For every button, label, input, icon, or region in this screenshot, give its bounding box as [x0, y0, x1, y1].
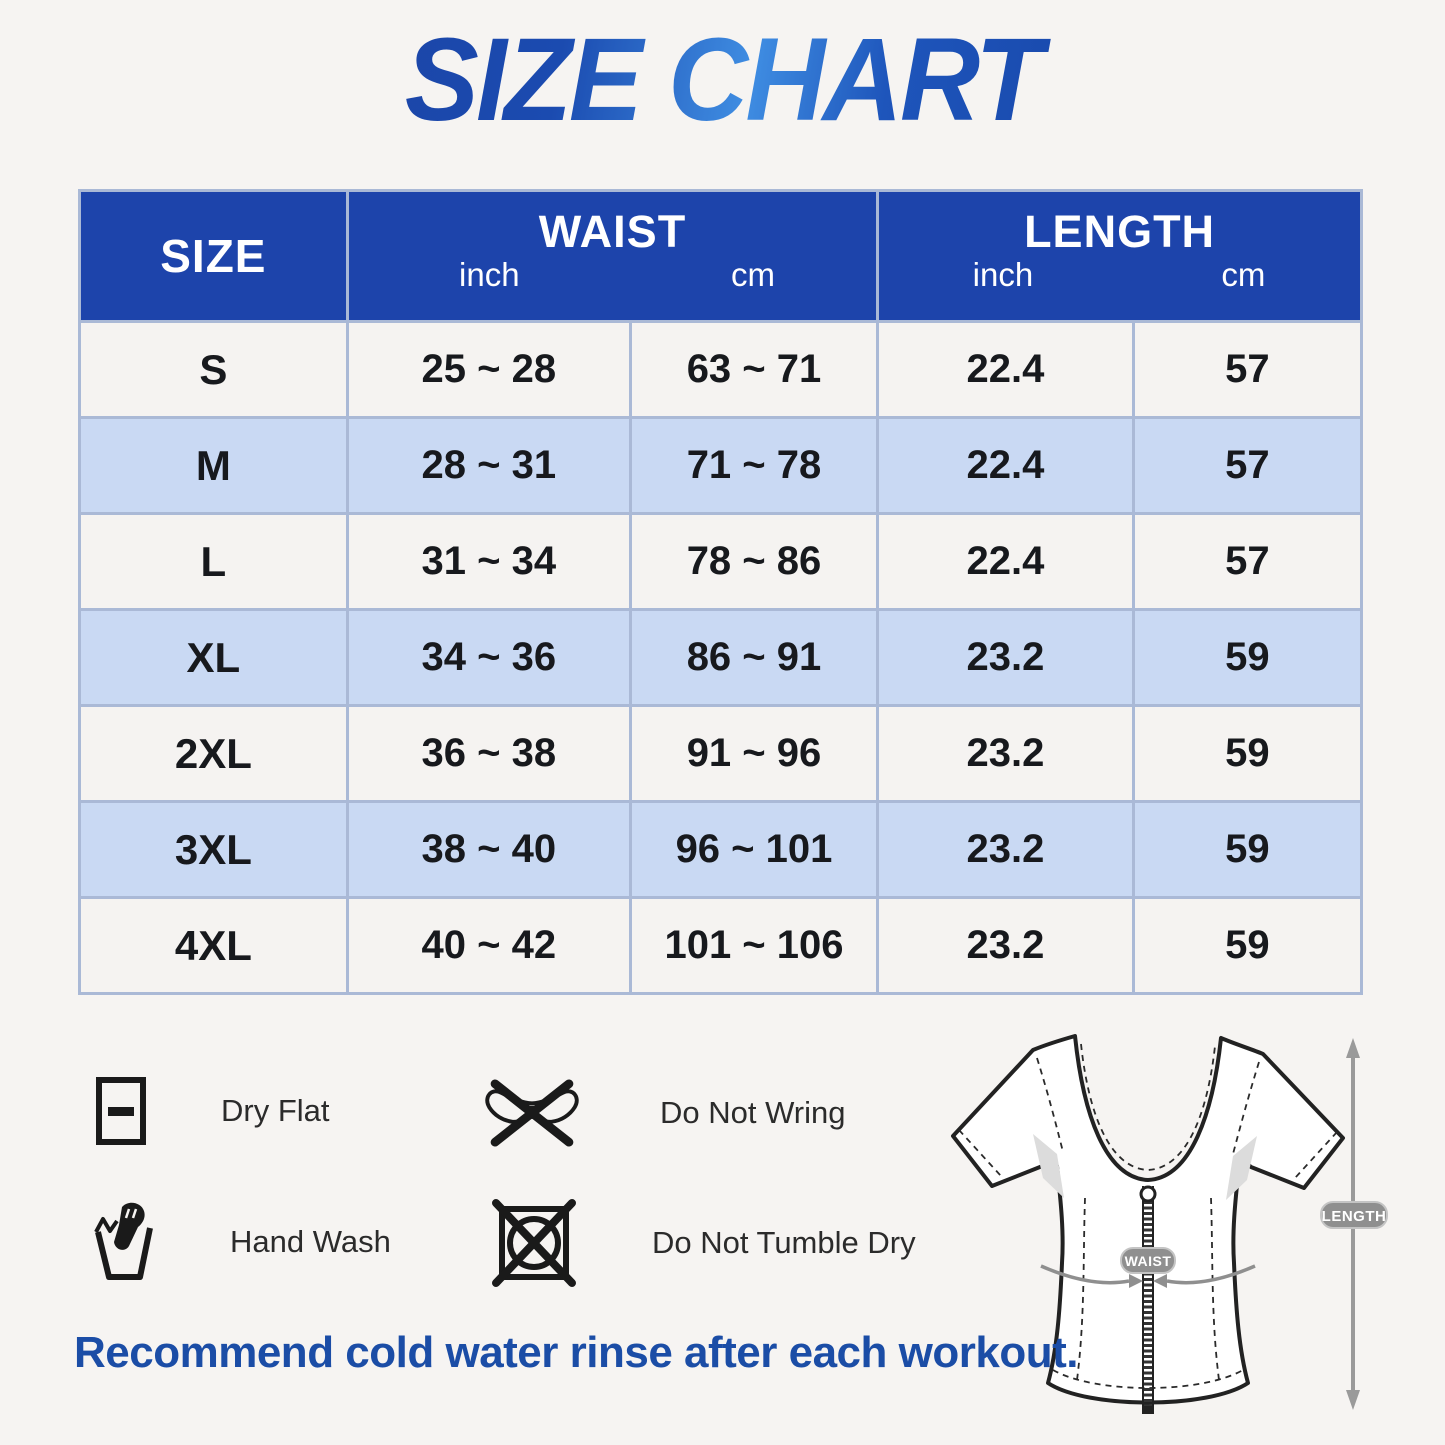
- length-badge-label: LENGTH: [1322, 1208, 1387, 1225]
- size-table: SIZE WAIST inch cm LENGTH inch cm S 25 ~…: [78, 189, 1363, 995]
- table-cell-size: 4XL: [81, 899, 346, 992]
- table-cell-length-inch: 23.2: [879, 611, 1132, 704]
- table-cell-waist-cm: 96 ~ 101: [631, 803, 877, 896]
- table-cell-waist-cm: 91 ~ 96: [631, 707, 877, 800]
- table-cell-size: M: [81, 419, 346, 512]
- table-cell-length-inch: 22.4: [879, 419, 1132, 512]
- length-inch-label: inch: [972, 256, 1034, 294]
- zipper: [1139, 1185, 1157, 1414]
- table-cell-length-cm: 57: [1134, 419, 1360, 512]
- garment-measure-diagram: LENGTH WAIST: [951, 1034, 1388, 1414]
- care-label: Do Not Tumble Dry: [652, 1225, 916, 1260]
- waist-badge: WAIST: [1120, 1247, 1176, 1274]
- care-item-dry-flat: Dry Flat: [95, 1076, 330, 1146]
- table-cell-size: S: [81, 323, 346, 416]
- column-header-waist: WAIST inch cm: [348, 192, 877, 320]
- length-cm-label: cm: [1221, 256, 1266, 294]
- length-badge: LENGTH: [1320, 1201, 1388, 1229]
- table-cell-waist-cm: 71 ~ 78: [631, 419, 877, 512]
- table-cell-waist-inch: 28 ~ 31: [348, 419, 629, 512]
- hand-wash-icon: [94, 1202, 153, 1280]
- table-cell-waist-inch: 34 ~ 36: [348, 611, 629, 704]
- care-item-do-not-tumble-dry: Do Not Tumble Dry: [490, 1198, 916, 1288]
- table-cell-waist-cm: 101 ~ 106: [631, 899, 877, 992]
- page-title: SIZE CHART: [43, 14, 1401, 146]
- table-cell-length-inch: 23.2: [879, 707, 1132, 800]
- table-cell-length-inch: 22.4: [879, 515, 1132, 608]
- length-units: inch cm: [879, 255, 1360, 295]
- care-item-do-not-wring: Do Not Wring: [478, 1078, 846, 1148]
- table-cell-length-cm: 59: [1134, 707, 1360, 800]
- care-label: Dry Flat: [221, 1093, 330, 1128]
- garment-shade-right: [1226, 1136, 1257, 1200]
- length-arrow: [1346, 1038, 1360, 1410]
- care-recommendation-note: Recommend cold water rinse after each wo…: [74, 1328, 1078, 1377]
- waist-badge-label: WAIST: [1125, 1253, 1172, 1269]
- do-not-tumble-dry-icon: [492, 1199, 576, 1287]
- table-cell-length-cm: 57: [1134, 515, 1360, 608]
- garment-shade-left: [1033, 1134, 1064, 1198]
- table-cell-waist-cm: 78 ~ 86: [631, 515, 877, 608]
- table-cell-size: 3XL: [81, 803, 346, 896]
- table-cell-length-cm: 59: [1134, 803, 1360, 896]
- table-cell-length-inch: 23.2: [879, 899, 1132, 992]
- column-header-length: LENGTH inch cm: [879, 192, 1360, 320]
- table-cell-waist-inch: 38 ~ 40: [348, 803, 629, 896]
- waist-cm-label: cm: [730, 256, 775, 294]
- table-cell-length-cm: 59: [1134, 899, 1360, 992]
- column-header-size: SIZE: [81, 192, 346, 320]
- table-cell-length-inch: 22.4: [879, 323, 1132, 416]
- table-cell-waist-inch: 36 ~ 38: [348, 707, 629, 800]
- care-item-hand-wash: Hand Wash: [92, 1202, 391, 1282]
- garment-seams: [958, 1043, 1338, 1389]
- dry-flat-icon: [96, 1077, 146, 1145]
- table-cell-size: XL: [81, 611, 346, 704]
- waist-arrows: [1040, 1264, 1256, 1288]
- waist-units: inch cm: [349, 255, 876, 295]
- table-cell-waist-cm: 86 ~ 91: [631, 611, 877, 704]
- table-cell-waist-cm: 63 ~ 71: [631, 323, 877, 416]
- table-cell-length-inch: 23.2: [879, 803, 1132, 896]
- waist-header-label: WAIST: [538, 206, 687, 257]
- table-cell-size: 2XL: [81, 707, 346, 800]
- table-cell-waist-inch: 25 ~ 28: [348, 323, 629, 416]
- table-cell-waist-inch: 31 ~ 34: [348, 515, 629, 608]
- care-label: Do Not Wring: [660, 1095, 846, 1130]
- length-header-label: LENGTH: [1024, 206, 1216, 257]
- table-cell-length-cm: 57: [1134, 323, 1360, 416]
- table-cell-waist-inch: 40 ~ 42: [348, 899, 629, 992]
- care-label: Hand Wash: [230, 1224, 391, 1259]
- waist-inch-label: inch: [459, 256, 520, 294]
- table-cell-length-cm: 59: [1134, 611, 1360, 704]
- do-not-wring-icon: [485, 1079, 579, 1147]
- table-cell-size: L: [81, 515, 346, 608]
